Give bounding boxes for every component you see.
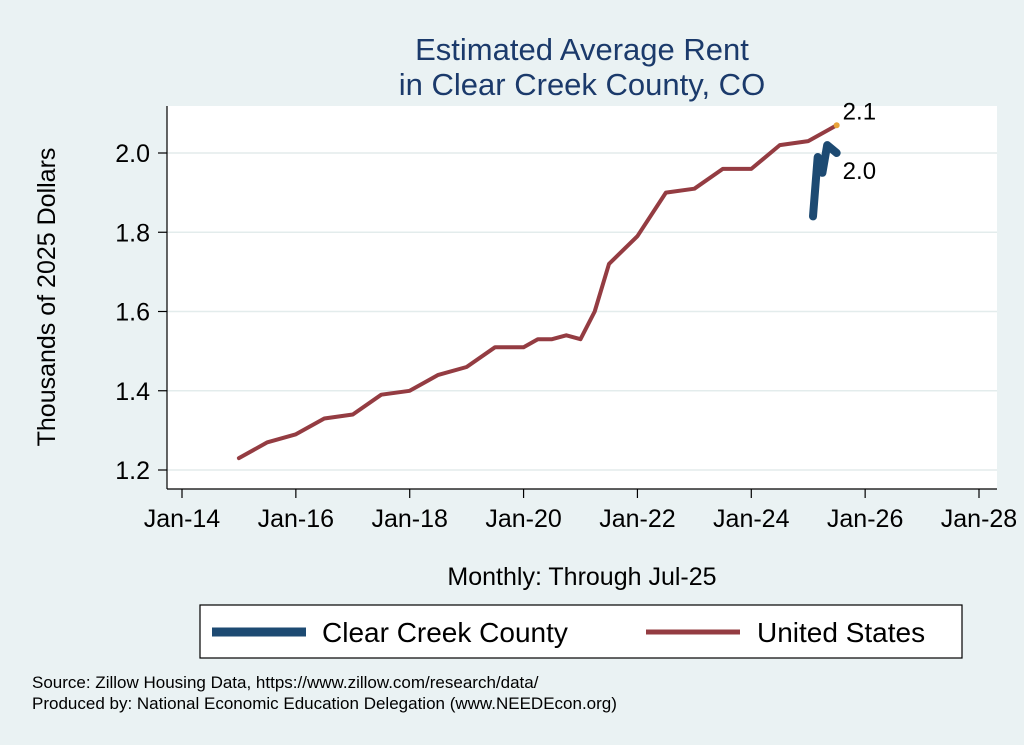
end-label-united-states: 2.1 [843, 98, 876, 125]
y-tick-label: 1.6 [115, 299, 150, 327]
source-line: Source: Zillow Housing Data, https://www… [32, 673, 539, 692]
source-note: Source: Zillow Housing Data, https://www… [32, 672, 617, 714]
y-tick-label: 1.8 [115, 219, 150, 247]
x-tick-label: Jan-20 [485, 505, 561, 533]
chart-title-line2: in Clear Creek County, CO [399, 67, 765, 102]
end-label-clear-creek: 2.0 [843, 158, 876, 185]
series-line-united-states [236, 123, 839, 461]
chart-title-line1: Estimated Average Rent [415, 32, 749, 67]
y-tick-label: 2.0 [115, 140, 150, 168]
plot-area [167, 106, 997, 489]
series-lines: 2.1 2.0 [236, 98, 876, 461]
series-line-clear-creek [809, 141, 841, 221]
x-tick-label: Jan-18 [371, 505, 447, 533]
legend-label-united-states: United States [757, 617, 925, 648]
end-marker-united-states [833, 122, 840, 129]
x-tick-label: Jan-26 [827, 505, 903, 533]
gridlines [167, 152, 997, 471]
x-tick-label: Jan-28 [941, 505, 1017, 533]
legend-label-clear-creek: Clear Creek County [322, 617, 568, 648]
x-tick-label: Jan-24 [713, 505, 790, 533]
y-tick-label: 1.2 [115, 457, 150, 485]
x-axis-label: Monthly: Through Jul-25 [447, 563, 716, 591]
legend-box [199, 604, 963, 659]
x-tick-label: Jan-22 [599, 505, 675, 533]
legend: Clear Creek County United States [199, 604, 963, 659]
producer-line: Produced by: National Economic Education… [32, 694, 617, 713]
x-tick-label: Jan-16 [258, 505, 334, 533]
y-tick-label: 1.4 [115, 378, 150, 406]
axes: 1.2 1.4 1.6 1.8 2.0 Jan-14 Jan-16 Jan-18 Jan-20 J… [115, 106, 1017, 533]
x-tick-label: Jan-14 [144, 505, 221, 533]
y-axis-label: Thousands of 2025 Dollars [33, 148, 61, 447]
